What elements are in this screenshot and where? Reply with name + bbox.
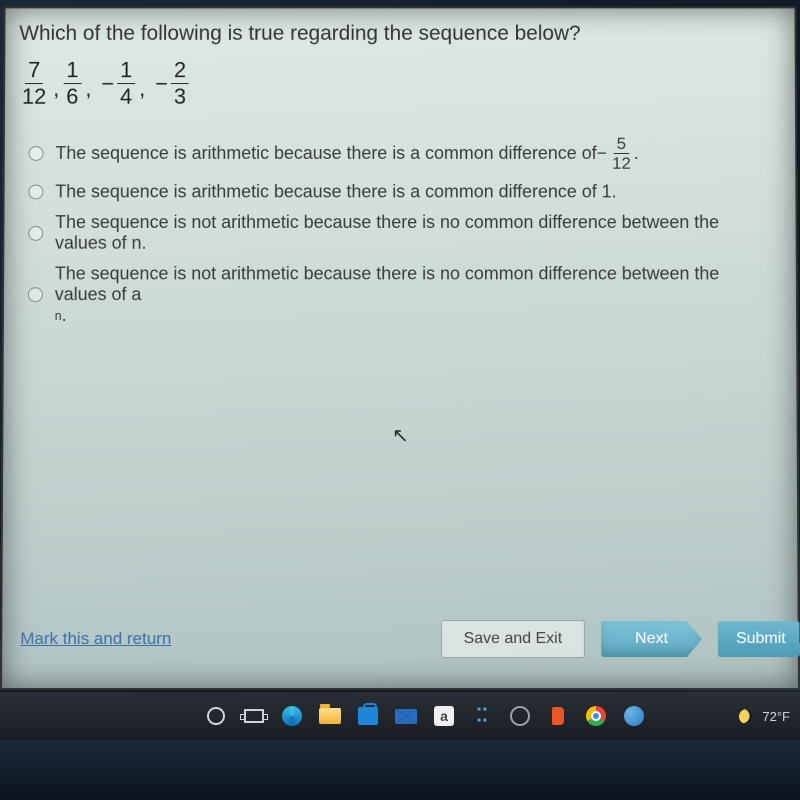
fraction-4: 2 3 — [171, 59, 189, 107]
option-2[interactable]: The sequence is arithmetic because there… — [28, 182, 771, 203]
circle-app-icon[interactable] — [508, 704, 532, 728]
question-prompt: Which of the following is true regarding… — [19, 22, 771, 46]
next-button[interactable]: Next — [601, 621, 702, 657]
negative-sign: − — [155, 71, 168, 97]
weather-moon-icon[interactable] — [737, 706, 756, 725]
radio-icon[interactable] — [28, 287, 43, 302]
negative-sign: − — [101, 71, 114, 97]
option-fraction: 5 12 — [609, 135, 634, 171]
separator: , — [53, 76, 59, 107]
chrome-icon[interactable] — [584, 704, 608, 728]
sequence-display: 7 12 , 1 6 , − 1 4 , − 2 3 — [19, 59, 771, 107]
monitor-bezel — [0, 738, 800, 800]
blue-app-icon[interactable] — [622, 704, 646, 728]
cursor-icon: ↖ — [392, 423, 409, 448]
dropbox-icon[interactable]: ⠭ — [470, 704, 494, 728]
radio-icon[interactable] — [28, 226, 43, 241]
option-4-text: The sequence is not arithmetic because t… — [55, 264, 773, 326]
submit-button[interactable]: Submit — [718, 621, 800, 657]
explorer-icon[interactable] — [318, 704, 342, 728]
option-3-text: The sequence is not arithmetic because t… — [55, 212, 772, 253]
option-1-text: The sequence is arithmetic because there… — [55, 135, 638, 171]
footer-bar: Mark this and return Save and Exit Next … — [20, 620, 798, 658]
fraction-3: 1 4 — [117, 59, 135, 107]
mark-return-link[interactable]: Mark this and return — [20, 629, 171, 649]
fraction-2: 1 6 — [63, 59, 81, 107]
cortana-icon[interactable] — [204, 704, 228, 728]
option-3[interactable]: The sequence is not arithmetic because t… — [28, 212, 772, 253]
option-4[interactable]: The sequence is not arithmetic because t… — [28, 264, 772, 326]
app-a-icon[interactable]: a — [432, 704, 456, 728]
office-icon[interactable] — [546, 704, 570, 728]
store-icon[interactable] — [356, 704, 380, 728]
taskbar-right: 72°F — [739, 709, 790, 724]
radio-icon[interactable] — [29, 146, 44, 161]
app-window: Which of the following is true regarding… — [0, 6, 800, 690]
taskview-icon[interactable] — [242, 704, 266, 728]
radio-icon[interactable] — [28, 185, 43, 200]
option-2-text: The sequence is arithmetic because there… — [55, 182, 616, 203]
separator: , — [139, 76, 145, 107]
options-list: The sequence is arithmetic because there… — [18, 135, 772, 326]
fraction-1: 7 12 — [19, 59, 49, 107]
save-exit-button[interactable]: Save and Exit — [441, 620, 586, 658]
separator: , — [85, 76, 91, 107]
windows-taskbar[interactable]: a ⠭ 72°F — [0, 692, 800, 740]
option-1[interactable]: The sequence is arithmetic because there… — [29, 135, 772, 171]
temperature-text[interactable]: 72°F — [762, 709, 790, 724]
edge-icon[interactable] — [280, 704, 304, 728]
mail-icon[interactable] — [394, 704, 418, 728]
